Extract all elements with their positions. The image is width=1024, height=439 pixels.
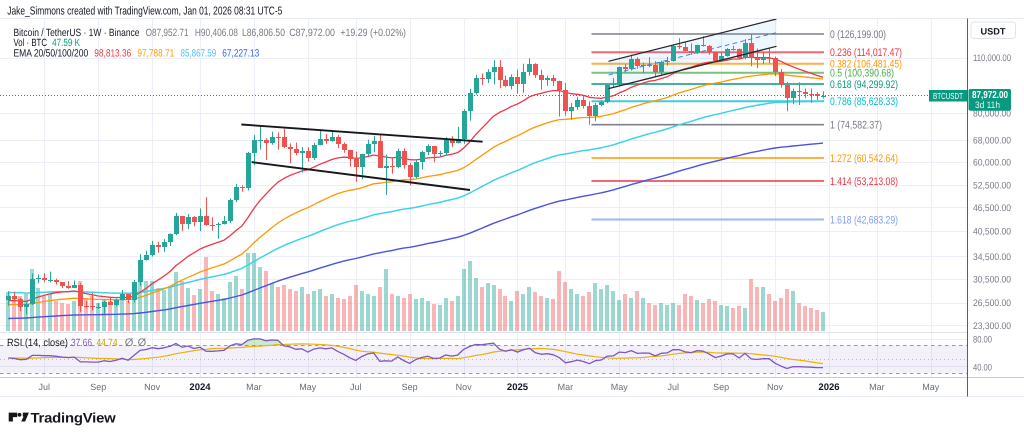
svg-text:EMA 20/50/100/200: EMA 20/50/100/200 — [14, 48, 89, 60]
svg-text:80.00: 80.00 — [973, 335, 992, 346]
svg-text:H90,406.08: H90,406.08 — [195, 27, 238, 39]
svg-text:L86,806.50: L86,806.50 — [242, 27, 285, 39]
svg-text:1 (74,582.37): 1 (74,582.37) — [830, 120, 882, 132]
svg-text:52,500.00: 52,500.00 — [973, 181, 1011, 192]
svg-text:0.382 (106,481.45): 0.382 (106,481.45) — [830, 59, 902, 71]
svg-text:TradingView: TradingView — [31, 410, 116, 425]
svg-text:47.59 K: 47.59 K — [52, 37, 80, 49]
svg-text:40,500.00: 40,500.00 — [973, 226, 1011, 237]
svg-text:Mar: Mar — [869, 382, 885, 392]
svg-text:BTCUSDT: BTCUSDT — [933, 91, 963, 101]
svg-text:C87,972.00: C87,972.00 — [289, 27, 335, 39]
svg-text:37.66: 37.66 — [71, 337, 92, 349]
svg-text:98,813.36: 98,813.36 — [94, 48, 131, 60]
svg-text:Sep: Sep — [713, 382, 729, 392]
svg-text:1.414 (53,213.08): 1.414 (53,213.08) — [830, 176, 898, 188]
svg-text:26,500.00: 26,500.00 — [973, 298, 1011, 309]
svg-text:80,000.00: 80,000.00 — [973, 108, 1011, 119]
svg-text:0.786 (85,628.33): 0.786 (85,628.33) — [830, 96, 898, 108]
svg-text:May: May — [611, 382, 629, 392]
svg-text:Nov: Nov — [456, 382, 473, 392]
svg-text:44.74: 44.74 — [97, 337, 118, 349]
svg-text:0 (126,199.00): 0 (126,199.00) — [830, 29, 886, 41]
svg-text:Jul: Jul — [39, 382, 51, 392]
svg-text:Ø: Ø — [125, 337, 134, 349]
svg-text:Jul: Jul — [667, 382, 679, 392]
svg-text:87,972.00: 87,972.00 — [972, 90, 1008, 101]
svg-text:0.618 (94,299.92): 0.618 (94,299.92) — [830, 79, 898, 91]
svg-text:May: May — [299, 382, 317, 392]
svg-text:40.00: 40.00 — [973, 362, 992, 373]
svg-text:34,500.00: 34,500.00 — [973, 252, 1011, 263]
svg-text:Mar: Mar — [246, 382, 262, 392]
svg-text:2025: 2025 — [507, 382, 529, 393]
svg-text:85,867.59: 85,867.59 — [181, 48, 217, 60]
svg-text:May: May — [922, 382, 940, 392]
svg-text:Vol · BTC: Vol · BTC — [14, 37, 48, 49]
svg-text:110,000.00: 110,000.00 — [973, 53, 1011, 64]
svg-text:Sep: Sep — [402, 382, 418, 392]
svg-text:0.5 (100,390.68): 0.5 (100,390.68) — [830, 68, 894, 80]
svg-text:30,500.00: 30,500.00 — [973, 274, 1011, 285]
svg-text:2026: 2026 — [818, 382, 839, 393]
svg-text:O87,952.71: O87,952.71 — [146, 27, 189, 39]
svg-text:+19.29 (+0.02%): +19.29 (+0.02%) — [340, 27, 406, 39]
svg-text:Nov: Nov — [144, 382, 161, 392]
svg-text:0.236 (114,017.47): 0.236 (114,017.47) — [830, 47, 902, 59]
svg-text:Bitcoin / TetherUS · 1W · Bina: Bitcoin / TetherUS · 1W · Binance — [14, 27, 140, 39]
svg-text:46,500.00: 46,500.00 — [973, 203, 1011, 214]
svg-text:Sep: Sep — [90, 382, 106, 392]
svg-text:1.618 (42,683.29): 1.618 (42,683.29) — [830, 214, 898, 226]
svg-text:68,000.00: 68,000.00 — [973, 136, 1011, 147]
svg-text:97,788.71: 97,788.71 — [137, 48, 174, 60]
svg-text:Ø: Ø — [138, 337, 147, 349]
svg-text:1.272 (60,542.64): 1.272 (60,542.64) — [830, 153, 898, 165]
svg-text:USDT: USDT — [981, 26, 1006, 36]
svg-text:Mar: Mar — [558, 382, 574, 392]
svg-text:60,000.00: 60,000.00 — [973, 158, 1011, 169]
svg-text:RSI (14, close): RSI (14, close) — [7, 337, 68, 349]
svg-text:2024: 2024 — [189, 382, 211, 393]
svg-text:Nov: Nov — [767, 382, 784, 392]
svg-text:Jul: Jul — [350, 382, 362, 392]
svg-text:Jake_Simmons created with Trad: Jake_Simmons created with TradingView.co… — [7, 5, 282, 17]
svg-text:67,227.13: 67,227.13 — [222, 48, 259, 60]
svg-text:23,300.00: 23,300.00 — [973, 321, 1011, 332]
svg-text:3d 11h: 3d 11h — [975, 100, 1000, 110]
